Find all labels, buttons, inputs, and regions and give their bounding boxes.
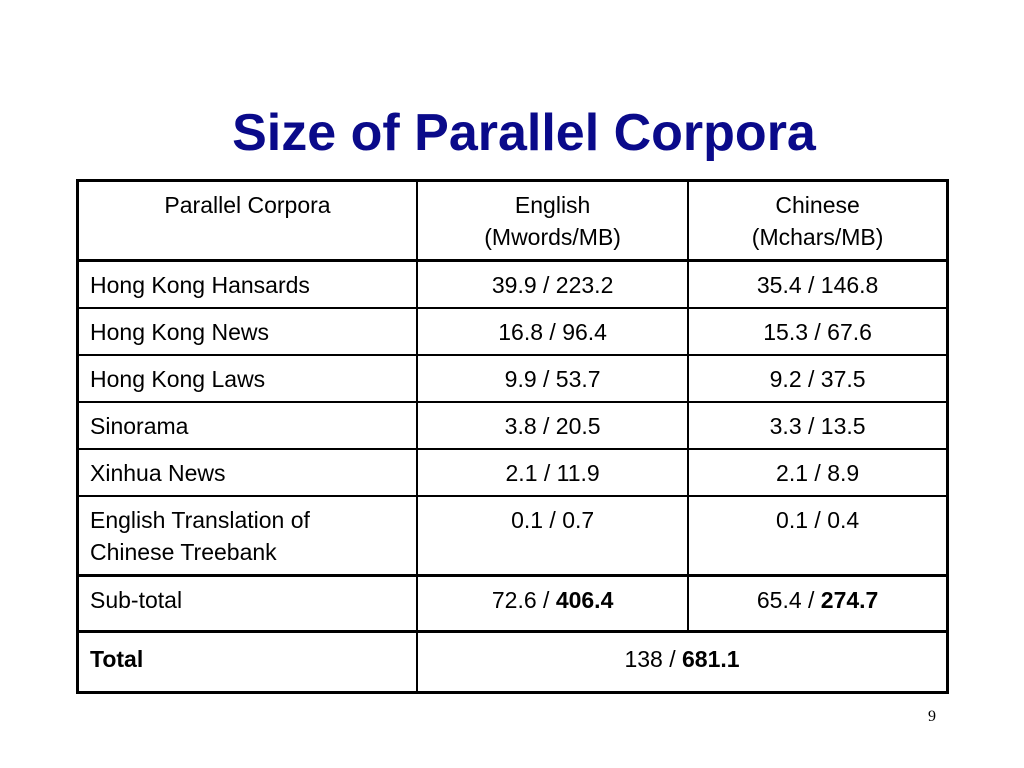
- table-row: Sinorama 3.8 / 20.5 3.3 / 13.5: [76, 401, 949, 450]
- chinese-size: 35.4 / 146.8: [687, 259, 949, 309]
- total-row: Total 138 / 681.1: [76, 630, 949, 694]
- total-value-mb: 681.1: [682, 646, 740, 672]
- subtotal-row: Sub-total 72.6 / 406.4 65.4 / 274.7: [76, 574, 949, 633]
- table-row: Hong Kong Laws 9.9 / 53.7 9.2 / 37.5: [76, 354, 949, 403]
- table-row: English Translation of Chinese Treebank 0…: [76, 495, 949, 577]
- corpus-name-line1: English Translation of: [90, 507, 310, 533]
- corpus-name: Hong Kong News: [76, 307, 419, 356]
- page-number: 9: [928, 708, 936, 725]
- corpus-name: Xinhua News: [76, 448, 419, 497]
- header-chinese: Chinese (Mchars/MB): [687, 179, 949, 262]
- table-row: Hong Kong News 16.8 / 96.4 15.3 / 67.6: [76, 307, 949, 356]
- english-size: 3.8 / 20.5: [416, 401, 690, 450]
- subtotal-chinese: 65.4 / 274.7: [687, 574, 949, 633]
- chinese-size: 3.3 / 13.5: [687, 401, 949, 450]
- corpus-name-line2: Chinese Treebank: [90, 539, 277, 565]
- slide-title: Size of Parallel Corpora: [232, 104, 816, 162]
- corpus-name: Hong Kong Hansards: [76, 259, 419, 309]
- total-label-cell: Total: [76, 630, 419, 694]
- english-size: 39.9 / 223.2: [416, 259, 690, 309]
- header-english-unit: (Mwords/MB): [484, 224, 621, 250]
- total-label: Total: [90, 646, 144, 672]
- header-english-label: English: [514, 192, 591, 218]
- corpus-name: English Translation of Chinese Treebank: [76, 495, 419, 577]
- table-row: Xinhua News 2.1 / 11.9 2.1 / 8.9: [76, 448, 949, 497]
- chinese-size: 0.1 / 0.4: [687, 495, 949, 577]
- english-size: 16.8 / 96.4: [416, 307, 690, 356]
- corpus-name: Hong Kong Laws: [76, 354, 419, 403]
- header-chinese-label: Chinese: [775, 192, 860, 218]
- subtotal-english-words: 72.6 /: [491, 587, 556, 613]
- chinese-size: 9.2 / 37.5: [687, 354, 949, 403]
- english-size: 0.1 / 0.7: [416, 495, 690, 577]
- subtotal-label: Sub-total: [76, 574, 419, 633]
- header-parallel-corpora-label: Parallel Corpora: [164, 192, 331, 218]
- subtotal-chinese-mb: 274.7: [820, 587, 879, 613]
- header-parallel-corpora: Parallel Corpora: [76, 179, 419, 262]
- corpora-size-table: Parallel Corpora English (Mwords/MB) Chin…: [76, 179, 949, 694]
- total-value-prefix: 138 /: [624, 646, 682, 672]
- chinese-size: 2.1 / 8.9: [687, 448, 949, 497]
- chinese-size: 15.3 / 67.6: [687, 307, 949, 356]
- table-row: Hong Kong Hansards 39.9 / 223.2 35.4 / 1…: [76, 259, 949, 309]
- subtotal-english: 72.6 / 406.4: [416, 574, 690, 633]
- english-size: 9.9 / 53.7: [416, 354, 690, 403]
- subtotal-english-mb: 406.4: [555, 587, 614, 613]
- header-english: English (Mwords/MB): [416, 179, 690, 262]
- total-value: 138 / 681.1: [416, 630, 949, 694]
- table-header-row: Parallel Corpora English (Mwords/MB) Chin…: [76, 179, 949, 262]
- subtotal-chinese-chars: 65.4 /: [756, 587, 821, 613]
- english-size: 2.1 / 11.9: [416, 448, 690, 497]
- header-chinese-unit: (Mchars/MB): [751, 224, 884, 250]
- corpus-name: Sinorama: [76, 401, 419, 450]
